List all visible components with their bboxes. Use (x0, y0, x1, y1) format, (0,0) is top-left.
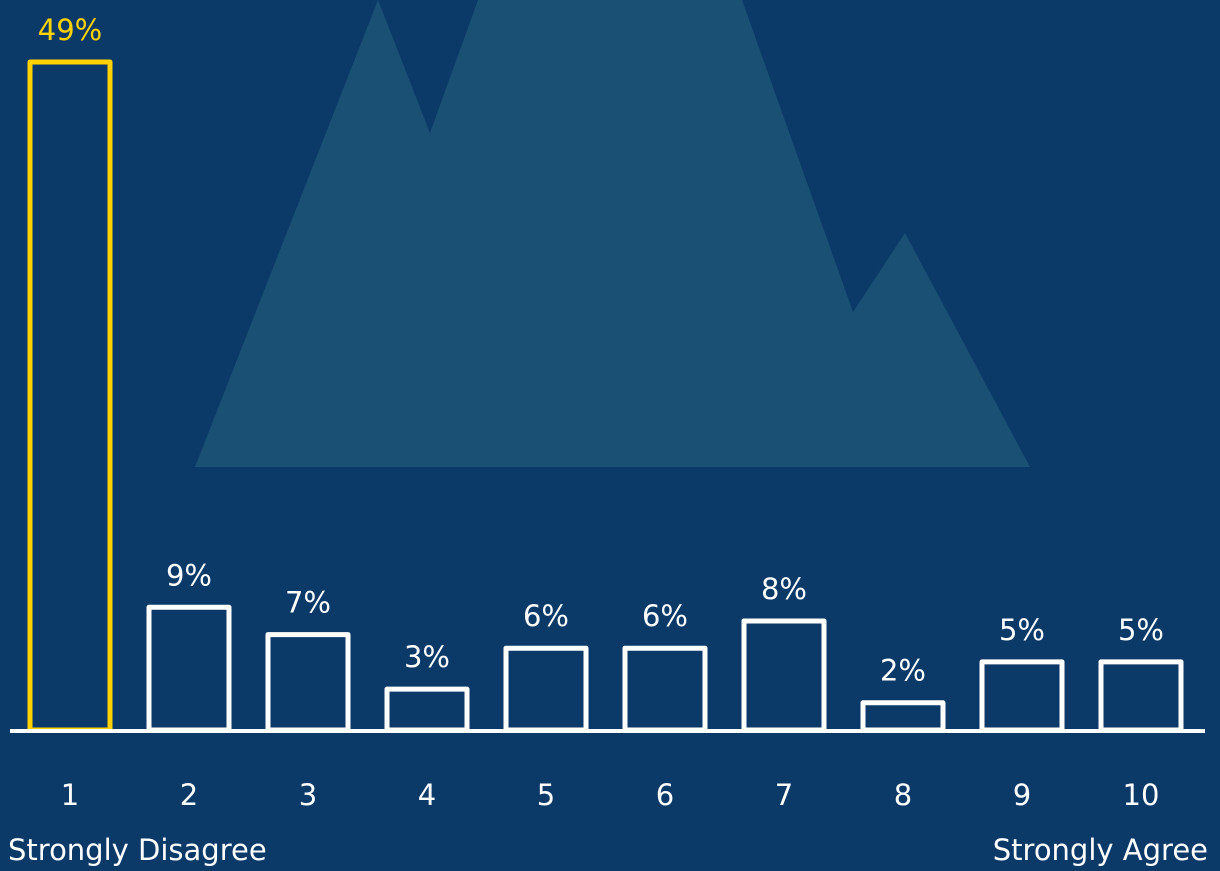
x-tick-label: 5 (537, 778, 555, 812)
x-tick-label: 3 (299, 778, 317, 812)
value-label: 2% (880, 654, 926, 688)
value-label: 9% (166, 558, 212, 592)
value-label: 6% (523, 599, 569, 633)
scale-low-label: Strongly Disagree (8, 833, 267, 867)
value-label: 6% (642, 599, 688, 633)
x-tick-label: 8 (894, 778, 912, 812)
value-label: 7% (285, 586, 331, 620)
value-label: 5% (1118, 613, 1164, 647)
x-tick-label: 9 (1013, 778, 1031, 812)
value-label: 5% (999, 613, 1045, 647)
x-tick-label: 1 (61, 778, 79, 812)
value-label: 3% (404, 640, 450, 674)
x-tick-label: 4 (418, 778, 436, 812)
value-label: 8% (761, 572, 807, 606)
x-tick-label: 6 (656, 778, 674, 812)
x-tick-label: 7 (775, 778, 793, 812)
x-tick-label: 10 (1123, 778, 1160, 812)
scale-high-label: Strongly Agree (993, 833, 1208, 867)
x-tick-label: 2 (180, 778, 198, 812)
mountain-decoration (195, 0, 1030, 467)
value-label: 49% (38, 13, 102, 47)
